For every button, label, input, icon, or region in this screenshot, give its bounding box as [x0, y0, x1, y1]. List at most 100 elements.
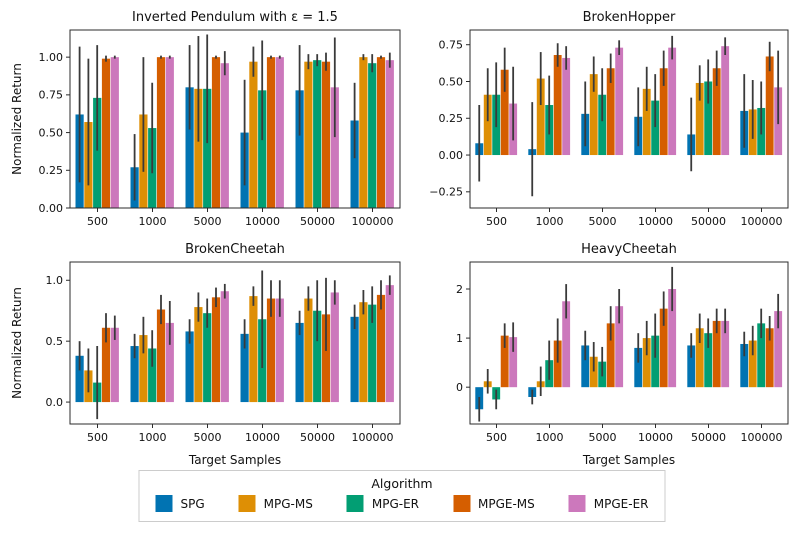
bar-mpg-ms — [139, 335, 148, 403]
x-tick-label: 500 — [486, 215, 507, 228]
y-tick-label: 0.25 — [39, 164, 64, 177]
x-tick-label: 5000 — [194, 431, 222, 444]
legend-label: MPG-MS — [263, 496, 313, 511]
bar-mpge-ms — [101, 327, 111, 403]
y-tick-label: 0.0 — [46, 396, 64, 409]
bar-mpg-er — [598, 94, 607, 156]
bar-mpg-ms — [304, 61, 313, 209]
legend-swatch — [346, 495, 364, 512]
axes-frame — [69, 261, 401, 425]
bar-mpge-ms — [606, 68, 615, 156]
bar-mpg-er — [704, 333, 713, 388]
bar-spg — [240, 333, 249, 403]
bar-mpg-er — [651, 100, 660, 156]
bar-mpge-er — [721, 320, 730, 388]
bar-mpg-er — [313, 60, 322, 208]
x-tick-label: 500 — [486, 431, 507, 444]
bar-spg — [185, 331, 194, 403]
x-tick-label: 10000 — [638, 215, 673, 228]
bar-mpg-er — [203, 88, 212, 208]
bar-mpge-er — [110, 327, 119, 403]
y-axis-label: Normalized Return — [10, 63, 24, 175]
legend-swatch — [452, 495, 470, 512]
chart-title: HeavyCheetah — [581, 242, 677, 257]
bar-mpg-er — [258, 90, 267, 208]
y-tick-label: 0.25 — [439, 112, 464, 125]
bar-mpge-er — [275, 298, 284, 403]
bar-spg — [740, 343, 749, 388]
legend-swatch — [568, 495, 586, 512]
legend: Algorithm SPG MPG-MS MPG-ER MPGE-MS MPGE-ER — [138, 470, 666, 522]
x-tick-label: 10000 — [638, 431, 673, 444]
bar-mpge-ms — [321, 314, 331, 403]
legend-swatch — [238, 495, 256, 512]
y-tick-label: −0.25 — [429, 186, 463, 199]
bar-mpg-er — [148, 348, 157, 403]
bar-mpge-ms — [376, 57, 386, 209]
x-tick-label: 50000 — [300, 431, 335, 444]
bar-mpg-er — [757, 323, 766, 388]
bar-mpg-ms — [536, 78, 545, 156]
bar-spg — [581, 345, 590, 388]
bar-mpge-er — [562, 57, 571, 156]
bar-spg — [295, 322, 304, 403]
bar-mpge-er — [165, 57, 174, 209]
y-tick-label: 2 — [456, 283, 463, 296]
bar-mpge-er — [220, 291, 229, 403]
bar-mpg-ms — [642, 338, 651, 388]
bar-spg — [130, 346, 139, 403]
x-tick-label: 5000 — [589, 215, 617, 228]
bar-mpg-ms — [359, 57, 368, 209]
bar-mpge-er — [615, 306, 624, 388]
chart-heavycheetah: HeavyCheetah 0 1 2 500 1000 5000 10000 50000 1000… — [456, 242, 789, 467]
chart-title: BrokenHopper — [583, 10, 676, 25]
chart-title: Inverted Pendulum with ε = 1.5 — [132, 10, 338, 25]
x-tick-label: 500 — [87, 215, 108, 228]
bar-mpg-ms — [589, 74, 598, 156]
bar-mpg-ms — [695, 82, 704, 156]
legend-label: MPGE-MS — [477, 496, 535, 511]
y-tick-label: 1 — [456, 332, 463, 345]
bar-mpge-ms — [376, 294, 386, 403]
bar-spg — [295, 90, 304, 208]
bar-spg — [75, 355, 84, 403]
x-tick-label: 500 — [87, 431, 108, 444]
bar-mpge-ms — [500, 69, 509, 156]
x-tick-label: 100000 — [352, 431, 394, 444]
x-tick-label: 10000 — [245, 215, 280, 228]
x-tick-label: 1000 — [536, 215, 564, 228]
x-tick-label: 1000 — [139, 215, 167, 228]
chart-inverted-pendulum: Inverted Pendulum with ε = 1.5 0.00 0.25 0.… — [10, 10, 401, 228]
y-tick-label: 0 — [456, 381, 463, 394]
x-tick-label: 5000 — [589, 431, 617, 444]
bar-spg — [687, 345, 696, 388]
bar-mpge-ms — [712, 68, 721, 156]
chart-brokencheetah: BrokenCheetah 0.0 0.5 1.0 500 1000 5000 10000 50… — [10, 242, 401, 467]
bar-mpge-ms — [765, 56, 774, 156]
x-tick-label: 1000 — [139, 431, 167, 444]
bar-mpg-er — [203, 313, 212, 403]
subplot-inverted-pendulum: Inverted Pendulum with ε = 1.5 0.00 0.25 0.… — [6, 6, 408, 234]
y-axis-label: Normalized Return — [10, 287, 24, 399]
y-tick-label: 0.50 — [39, 126, 64, 139]
bar-mpge-ms — [659, 68, 668, 156]
x-tick-label: 1000 — [536, 431, 564, 444]
legend-label: MPG-ER — [371, 496, 419, 511]
bar-spg — [185, 87, 194, 208]
bar-mpge-ms — [553, 55, 562, 156]
x-axis-label: Target Samples — [582, 453, 675, 467]
axes-frame — [69, 29, 401, 209]
y-tick-label: 1.00 — [39, 51, 64, 64]
bar-mpg-er — [704, 81, 713, 156]
bar-mpge-er — [615, 47, 624, 156]
bar-mpge-er — [668, 289, 677, 388]
bar-mpge-ms — [712, 320, 721, 388]
x-tick-label: 5000 — [194, 215, 222, 228]
x-tick-label: 50000 — [691, 215, 726, 228]
bar-mpge-er — [330, 87, 339, 208]
y-tick-label: 0.75 — [439, 39, 464, 52]
bar-mpge-ms — [156, 57, 166, 209]
bar-mpg-ms — [483, 94, 492, 156]
legend-entries: SPG MPG-MS MPG-ER MPGE-MS MPGE-ER — [155, 495, 649, 512]
